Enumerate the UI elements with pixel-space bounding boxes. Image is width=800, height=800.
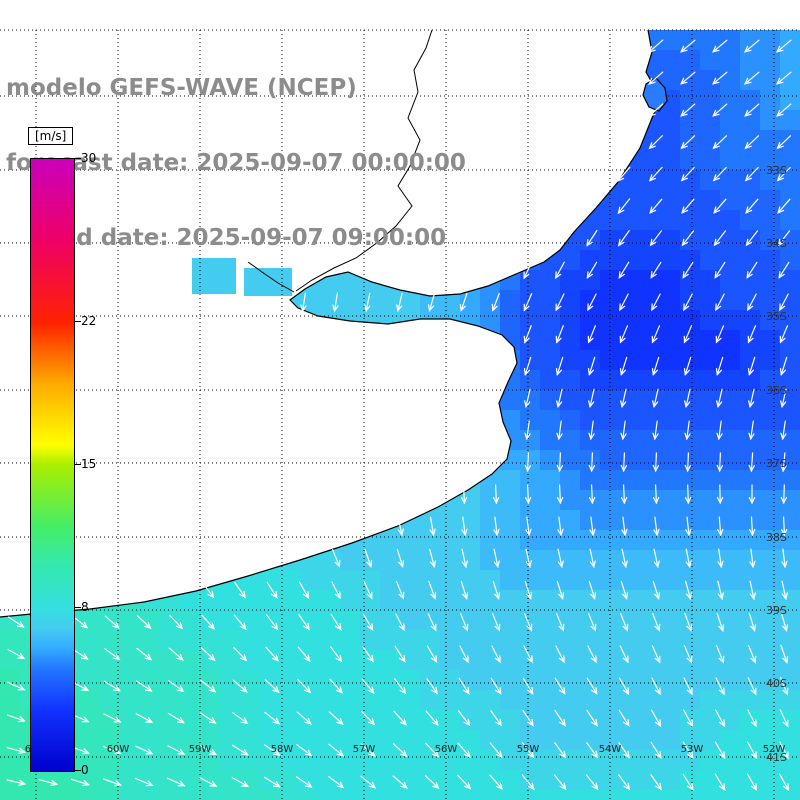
lon-tick-label: 52W	[763, 744, 786, 755]
river-line	[295, 29, 433, 292]
valid-date-label: valid date: 2025-09-07 09:00:00	[6, 225, 447, 251]
coastal-lagoon	[642, 77, 668, 112]
lat-tick-label: 37S	[766, 457, 787, 470]
lon-tick-label: 54W	[599, 744, 622, 755]
lat-tick-label: 41S	[766, 751, 787, 764]
lon-tick-label: 61W	[25, 744, 48, 755]
lon-tick-label: 57W	[353, 744, 376, 755]
lat-tick-label: 38S	[766, 531, 787, 544]
lon-tick-label: 56W	[435, 744, 458, 755]
lat-tick-label: 39S	[766, 604, 787, 617]
lon-tick-label: 58W	[271, 744, 294, 755]
wind-direction-arrows	[6, 39, 792, 792]
lat-tick-label: 36S	[766, 384, 787, 397]
lat-tick-label: 35S	[766, 310, 787, 323]
coastline	[0, 29, 668, 618]
river-line	[247, 261, 295, 293]
lon-tick-label: 53W	[681, 744, 704, 755]
model-title: modelo GEFS-WAVE (NCEP)	[6, 75, 357, 101]
lat-labels: 33S 34S 35S 36S 37S 38S 39S 40S 41S	[766, 164, 787, 764]
header: modelo GEFS-WAVE (NCEP) forecast date: 2…	[6, 26, 466, 276]
lon-tick-label: 59W	[189, 744, 212, 755]
lon-tick-label: 60W	[107, 744, 130, 755]
forecast-date-label: forecast date: 2025-09-07 00:00:00	[6, 150, 466, 176]
lat-tick-label: 40S	[766, 677, 787, 690]
lat-tick-label: 34S	[766, 237, 787, 250]
lon-tick-label: 55W	[517, 744, 540, 755]
lat-tick-label: 33S	[766, 164, 787, 177]
